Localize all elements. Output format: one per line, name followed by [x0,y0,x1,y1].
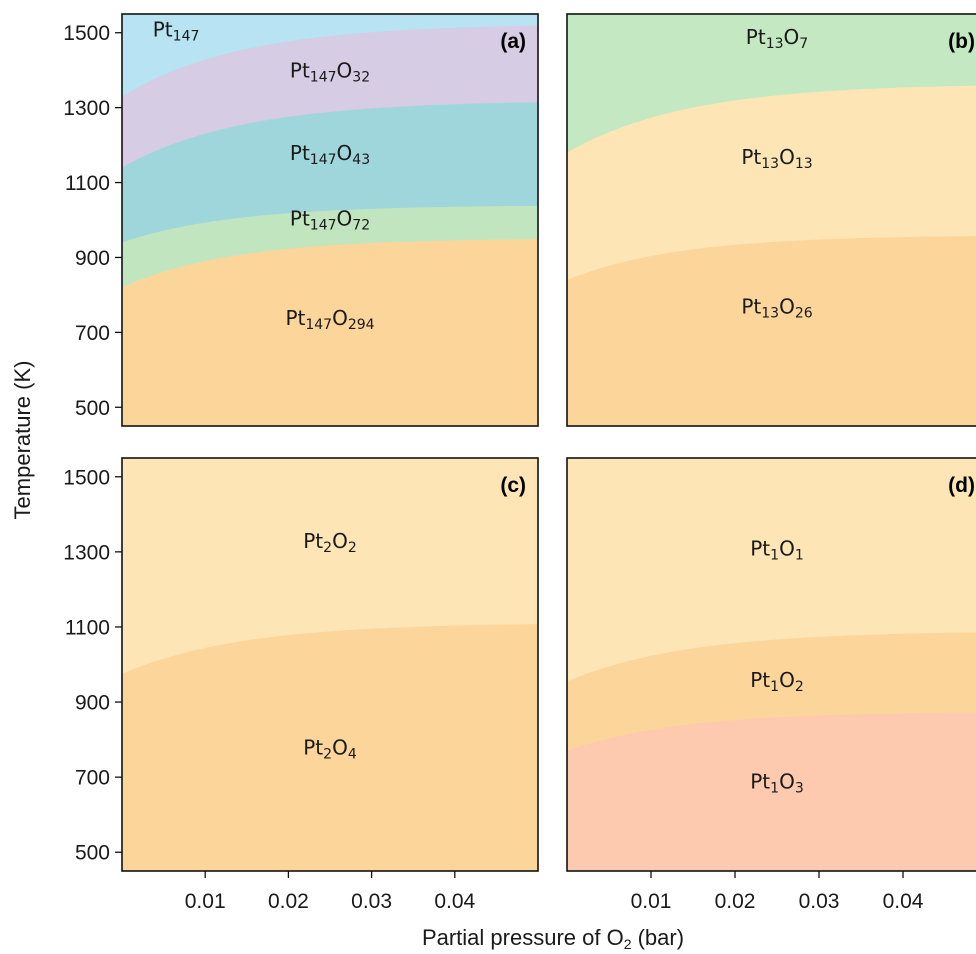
y-tick-label-a-3: 1100 [65,172,110,195]
phase-label-a-2: Pt147O43 [290,141,370,168]
panel-tag-b: (b) [948,30,975,53]
phase-label-a-3: Pt147O72 [290,207,370,234]
panel-c: Pt2O2 Pt2O4 (c) 500 700 900 1100 1300 1500 0.01 0.… [63,457,539,913]
panel-d-frame [566,457,976,872]
x-tick-label-c-0: 0.01 [185,890,226,913]
panels-group: Pt147 Pt147O32 Pt147O43 Pt147O72 Pt147O294 (a… [63,13,976,913]
panel-b-regions [567,14,976,426]
phase-label-a-1: Pt147O32 [290,59,370,86]
panel-tag-a: (a) [500,30,526,53]
y-tick-label-a-2: 900 [75,247,110,270]
y-tick-label-c-3: 1100 [65,616,110,639]
region-c-1 [122,624,538,871]
panel-tag-c: (c) [500,474,526,497]
panel-a-frame [121,13,539,427]
panel-b: Pt13O7 Pt13O13 Pt13O26 (b) [566,13,976,427]
panel-d-regions [567,458,976,871]
panel-tag-d: (d) [948,474,975,497]
region-b-2 [567,236,976,426]
phase-label-d-0: Pt1O1 [750,537,804,564]
x-axis-title: Partial pressure of O2 (bar) [422,925,684,952]
y-tick-label-a-5: 1500 [63,22,110,45]
y-tick-label-c-5: 1500 [63,466,110,489]
x-axis-title-subscript: 2 [624,936,632,952]
phase-label-d-1: Pt1O2 [750,668,804,695]
panel-c-regions [122,458,538,871]
y-tick-label-c-0: 500 [75,842,110,865]
y-tick-label-a-0: 500 [75,397,110,420]
panel-a: Pt147 Pt147O32 Pt147O43 Pt147O72 Pt147O294 (a… [63,13,539,427]
x-tick-label-c-2: 0.03 [351,890,392,913]
x-tick-label-d-2: 0.03 [799,890,840,913]
y-tick-label-c-4: 1300 [63,541,110,564]
phase-label-a-4: Pt147O294 [285,306,374,333]
region-d-2 [567,712,976,871]
panel-b-frame [566,13,976,427]
x-tick-label-d-3: 0.04 [883,890,924,913]
panel-c-frame [121,457,539,872]
phase-label-a-0: Pt147 [153,17,200,44]
y-tick-label-a-1: 700 [75,322,110,345]
phase-label-c-1: Pt2O4 [303,736,357,763]
phase-label-c-0: Pt2O2 [303,529,357,556]
x-tick-label-d-1: 0.02 [715,890,756,913]
panel-d: Pt1O1 Pt1O2 Pt1O3 (d) 0.01 0.02 0.03 0.04 [566,457,976,913]
y-axis-title: Temperature (K) [10,361,35,520]
x-axis-title-main: Partial pressure of O [422,925,624,950]
panel-a-regions [122,14,538,426]
x-tick-label-c-1: 0.02 [268,890,309,913]
phase-label-d-2: Pt1O3 [750,769,804,796]
x-tick-label-c-3: 0.04 [434,890,475,913]
phase-label-b-2: Pt13O26 [741,295,812,322]
phase-label-b-0: Pt13O7 [746,25,808,52]
x-axis-title-tail: (bar) [631,925,684,950]
phase-label-b-1: Pt13O13 [741,145,812,172]
y-tick-label-a-4: 1300 [63,97,110,120]
y-tick-label-c-2: 900 [75,692,110,715]
x-tick-label-d-0: 0.01 [631,890,672,913]
y-tick-label-c-1: 700 [75,767,110,790]
region-a-4 [122,239,538,426]
